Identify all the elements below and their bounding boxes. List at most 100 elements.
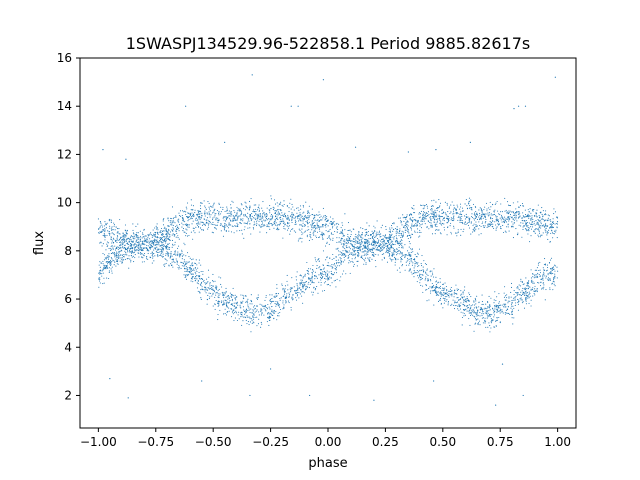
data-point xyxy=(222,313,225,315)
data-point xyxy=(258,318,260,320)
data-point xyxy=(432,216,434,218)
data-point xyxy=(231,296,233,298)
data-point xyxy=(242,306,244,308)
data-point xyxy=(154,227,156,229)
data-point xyxy=(423,212,425,214)
data-point xyxy=(185,266,187,268)
data-point xyxy=(153,247,155,249)
data-point xyxy=(377,254,379,256)
data-point xyxy=(220,206,222,208)
data-point xyxy=(262,225,264,227)
data-point xyxy=(172,244,174,246)
data-point xyxy=(320,219,322,221)
data-point xyxy=(307,212,309,214)
data-point xyxy=(494,291,496,293)
data-point xyxy=(207,269,210,271)
data-point xyxy=(178,230,180,232)
data-point xyxy=(209,210,211,212)
data-point xyxy=(191,223,193,225)
data-point xyxy=(118,228,120,230)
data-point xyxy=(113,238,115,240)
data-point xyxy=(119,233,121,235)
data-point xyxy=(276,218,278,220)
data-point xyxy=(273,296,275,298)
data-point xyxy=(442,218,444,220)
data-point xyxy=(347,243,349,245)
data-point xyxy=(201,224,204,226)
data-point xyxy=(511,302,513,304)
data-point xyxy=(395,231,397,233)
data-point xyxy=(195,277,197,279)
data-point xyxy=(356,250,359,252)
data-point xyxy=(193,228,195,230)
data-point xyxy=(168,247,170,249)
data-point xyxy=(555,229,557,231)
data-point xyxy=(149,242,151,244)
data-point xyxy=(312,294,314,296)
data-point xyxy=(347,252,349,254)
data-point xyxy=(248,208,250,211)
data-point xyxy=(387,252,389,254)
data-point xyxy=(164,239,166,241)
data-point xyxy=(548,215,551,217)
data-point xyxy=(496,216,498,218)
data-point xyxy=(230,207,232,209)
data-point xyxy=(417,265,419,268)
data-point xyxy=(112,242,114,244)
data-point xyxy=(269,220,271,222)
data-point xyxy=(218,211,220,213)
data-point xyxy=(271,217,273,219)
data-point xyxy=(535,290,537,292)
data-point xyxy=(205,292,207,294)
data-point xyxy=(139,248,141,251)
data-point xyxy=(199,278,201,280)
data-point xyxy=(406,235,408,238)
data-point xyxy=(314,257,316,259)
data-point xyxy=(286,217,288,219)
data-point xyxy=(154,233,156,235)
data-point xyxy=(487,316,489,318)
data-point xyxy=(470,306,472,308)
data-point xyxy=(499,322,501,324)
data-point xyxy=(228,230,230,232)
data-point xyxy=(277,229,279,231)
data-point xyxy=(429,217,431,219)
data-point xyxy=(267,313,269,315)
data-point xyxy=(314,230,316,233)
data-point xyxy=(457,296,459,299)
data-point xyxy=(325,230,327,232)
data-point xyxy=(243,229,245,231)
data-point xyxy=(540,281,542,283)
data-point xyxy=(270,198,272,200)
data-point xyxy=(401,242,403,244)
data-point xyxy=(155,225,157,227)
data-point xyxy=(225,303,227,305)
data-point xyxy=(254,316,256,318)
data-point xyxy=(139,245,142,247)
data-point xyxy=(164,238,166,240)
data-point xyxy=(302,205,304,207)
data-point xyxy=(327,279,329,281)
data-point xyxy=(480,216,483,218)
data-point xyxy=(218,288,220,291)
data-point xyxy=(121,239,123,241)
data-point xyxy=(418,217,420,219)
data-point xyxy=(538,229,540,231)
data-point xyxy=(161,250,163,252)
data-point xyxy=(504,299,506,301)
data-point xyxy=(421,220,423,222)
data-point xyxy=(114,254,116,257)
data-point xyxy=(365,262,367,264)
data-point xyxy=(224,222,226,224)
data-point xyxy=(431,233,434,235)
data-point xyxy=(362,244,364,247)
data-point xyxy=(347,240,349,242)
data-point xyxy=(515,208,517,210)
data-point xyxy=(530,299,532,301)
data-point xyxy=(285,216,287,218)
data-point xyxy=(247,217,249,220)
data-point xyxy=(197,226,199,228)
data-point xyxy=(188,256,190,258)
data-point xyxy=(540,211,542,213)
data-point xyxy=(374,246,376,248)
